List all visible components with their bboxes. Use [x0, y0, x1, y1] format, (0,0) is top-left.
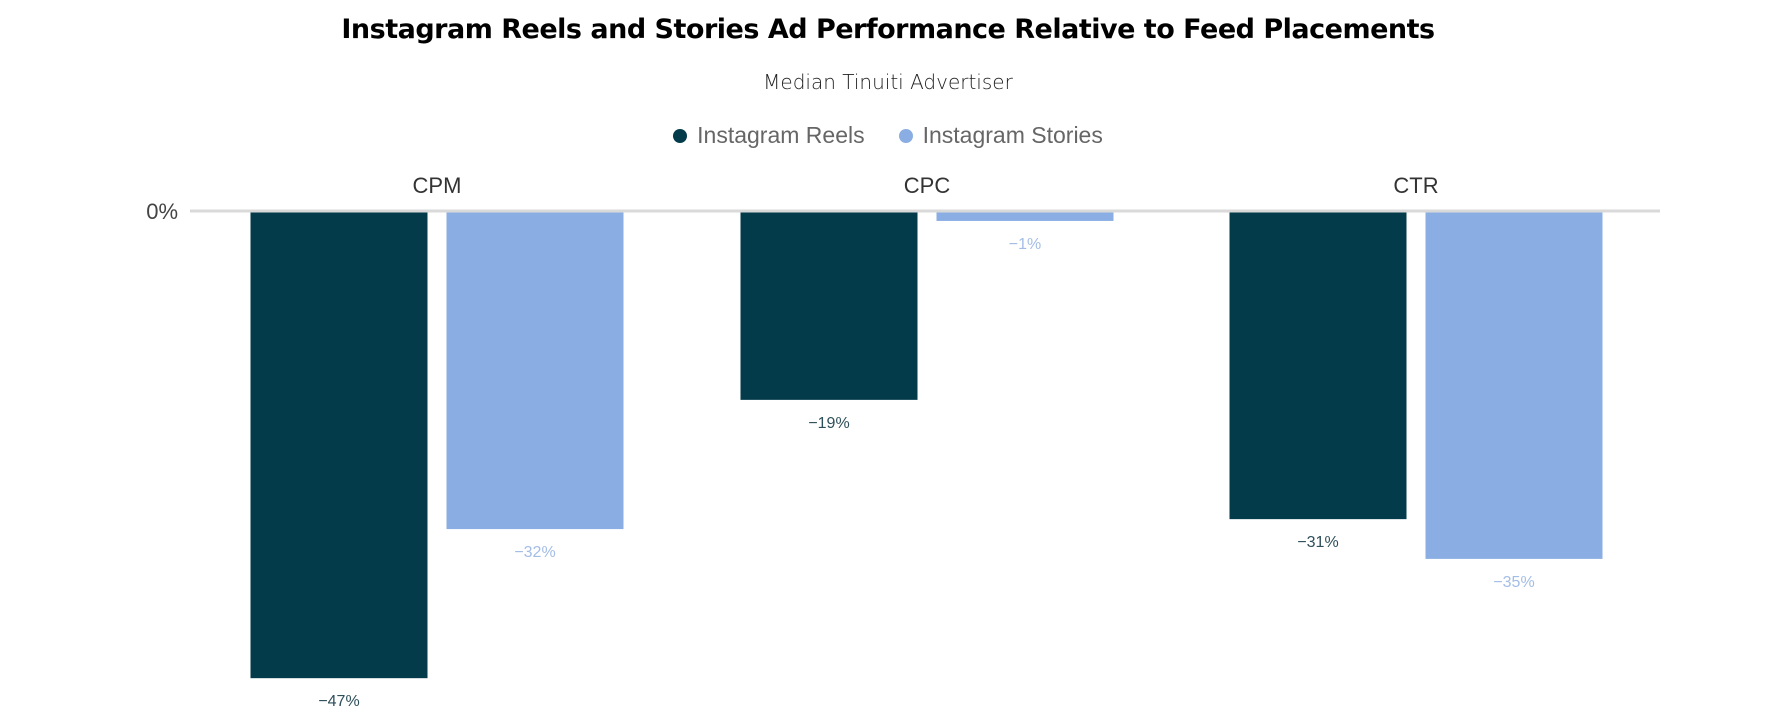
- data-label: −19%: [808, 415, 849, 432]
- data-label: −32%: [514, 544, 555, 561]
- chart-title: Instagram Reels and Stories Ad Performan…: [341, 14, 1435, 45]
- legend-item-reels: Instagram Reels: [673, 122, 865, 149]
- data-label: −47%: [318, 693, 359, 710]
- legend-item-stories: Instagram Stories: [898, 122, 1103, 149]
- y-tick-label: 0%: [146, 199, 178, 224]
- category-label-ctr: CTR: [1393, 173, 1438, 198]
- bar-instagram-stories-ctr: [1425, 211, 1603, 559]
- data-label: −1%: [1009, 236, 1041, 253]
- data-label: −31%: [1297, 534, 1338, 551]
- data-label: −35%: [1493, 574, 1534, 591]
- bar-instagram-reels-cpm: [250, 211, 428, 679]
- chart-subtitle: Median Tinuiti Advertiser: [763, 70, 1013, 94]
- category-label-cpc: CPC: [904, 173, 951, 198]
- legend-marker-reels: [673, 128, 688, 143]
- bar-instagram-reels-cpc: [740, 211, 918, 400]
- legend-label-reels: Instagram Reels: [697, 122, 865, 148]
- legend-marker-stories: [898, 128, 913, 143]
- bar-instagram-stories-cpc: [936, 211, 1114, 221]
- bar-instagram-stories-cpm: [446, 211, 624, 530]
- bar-instagram-reels-ctr: [1229, 211, 1407, 520]
- legend-label-stories: Instagram Stories: [922, 122, 1103, 148]
- legend: Instagram Reels Instagram Stories: [0, 122, 1776, 149]
- category-label-cpm: CPM: [413, 173, 462, 198]
